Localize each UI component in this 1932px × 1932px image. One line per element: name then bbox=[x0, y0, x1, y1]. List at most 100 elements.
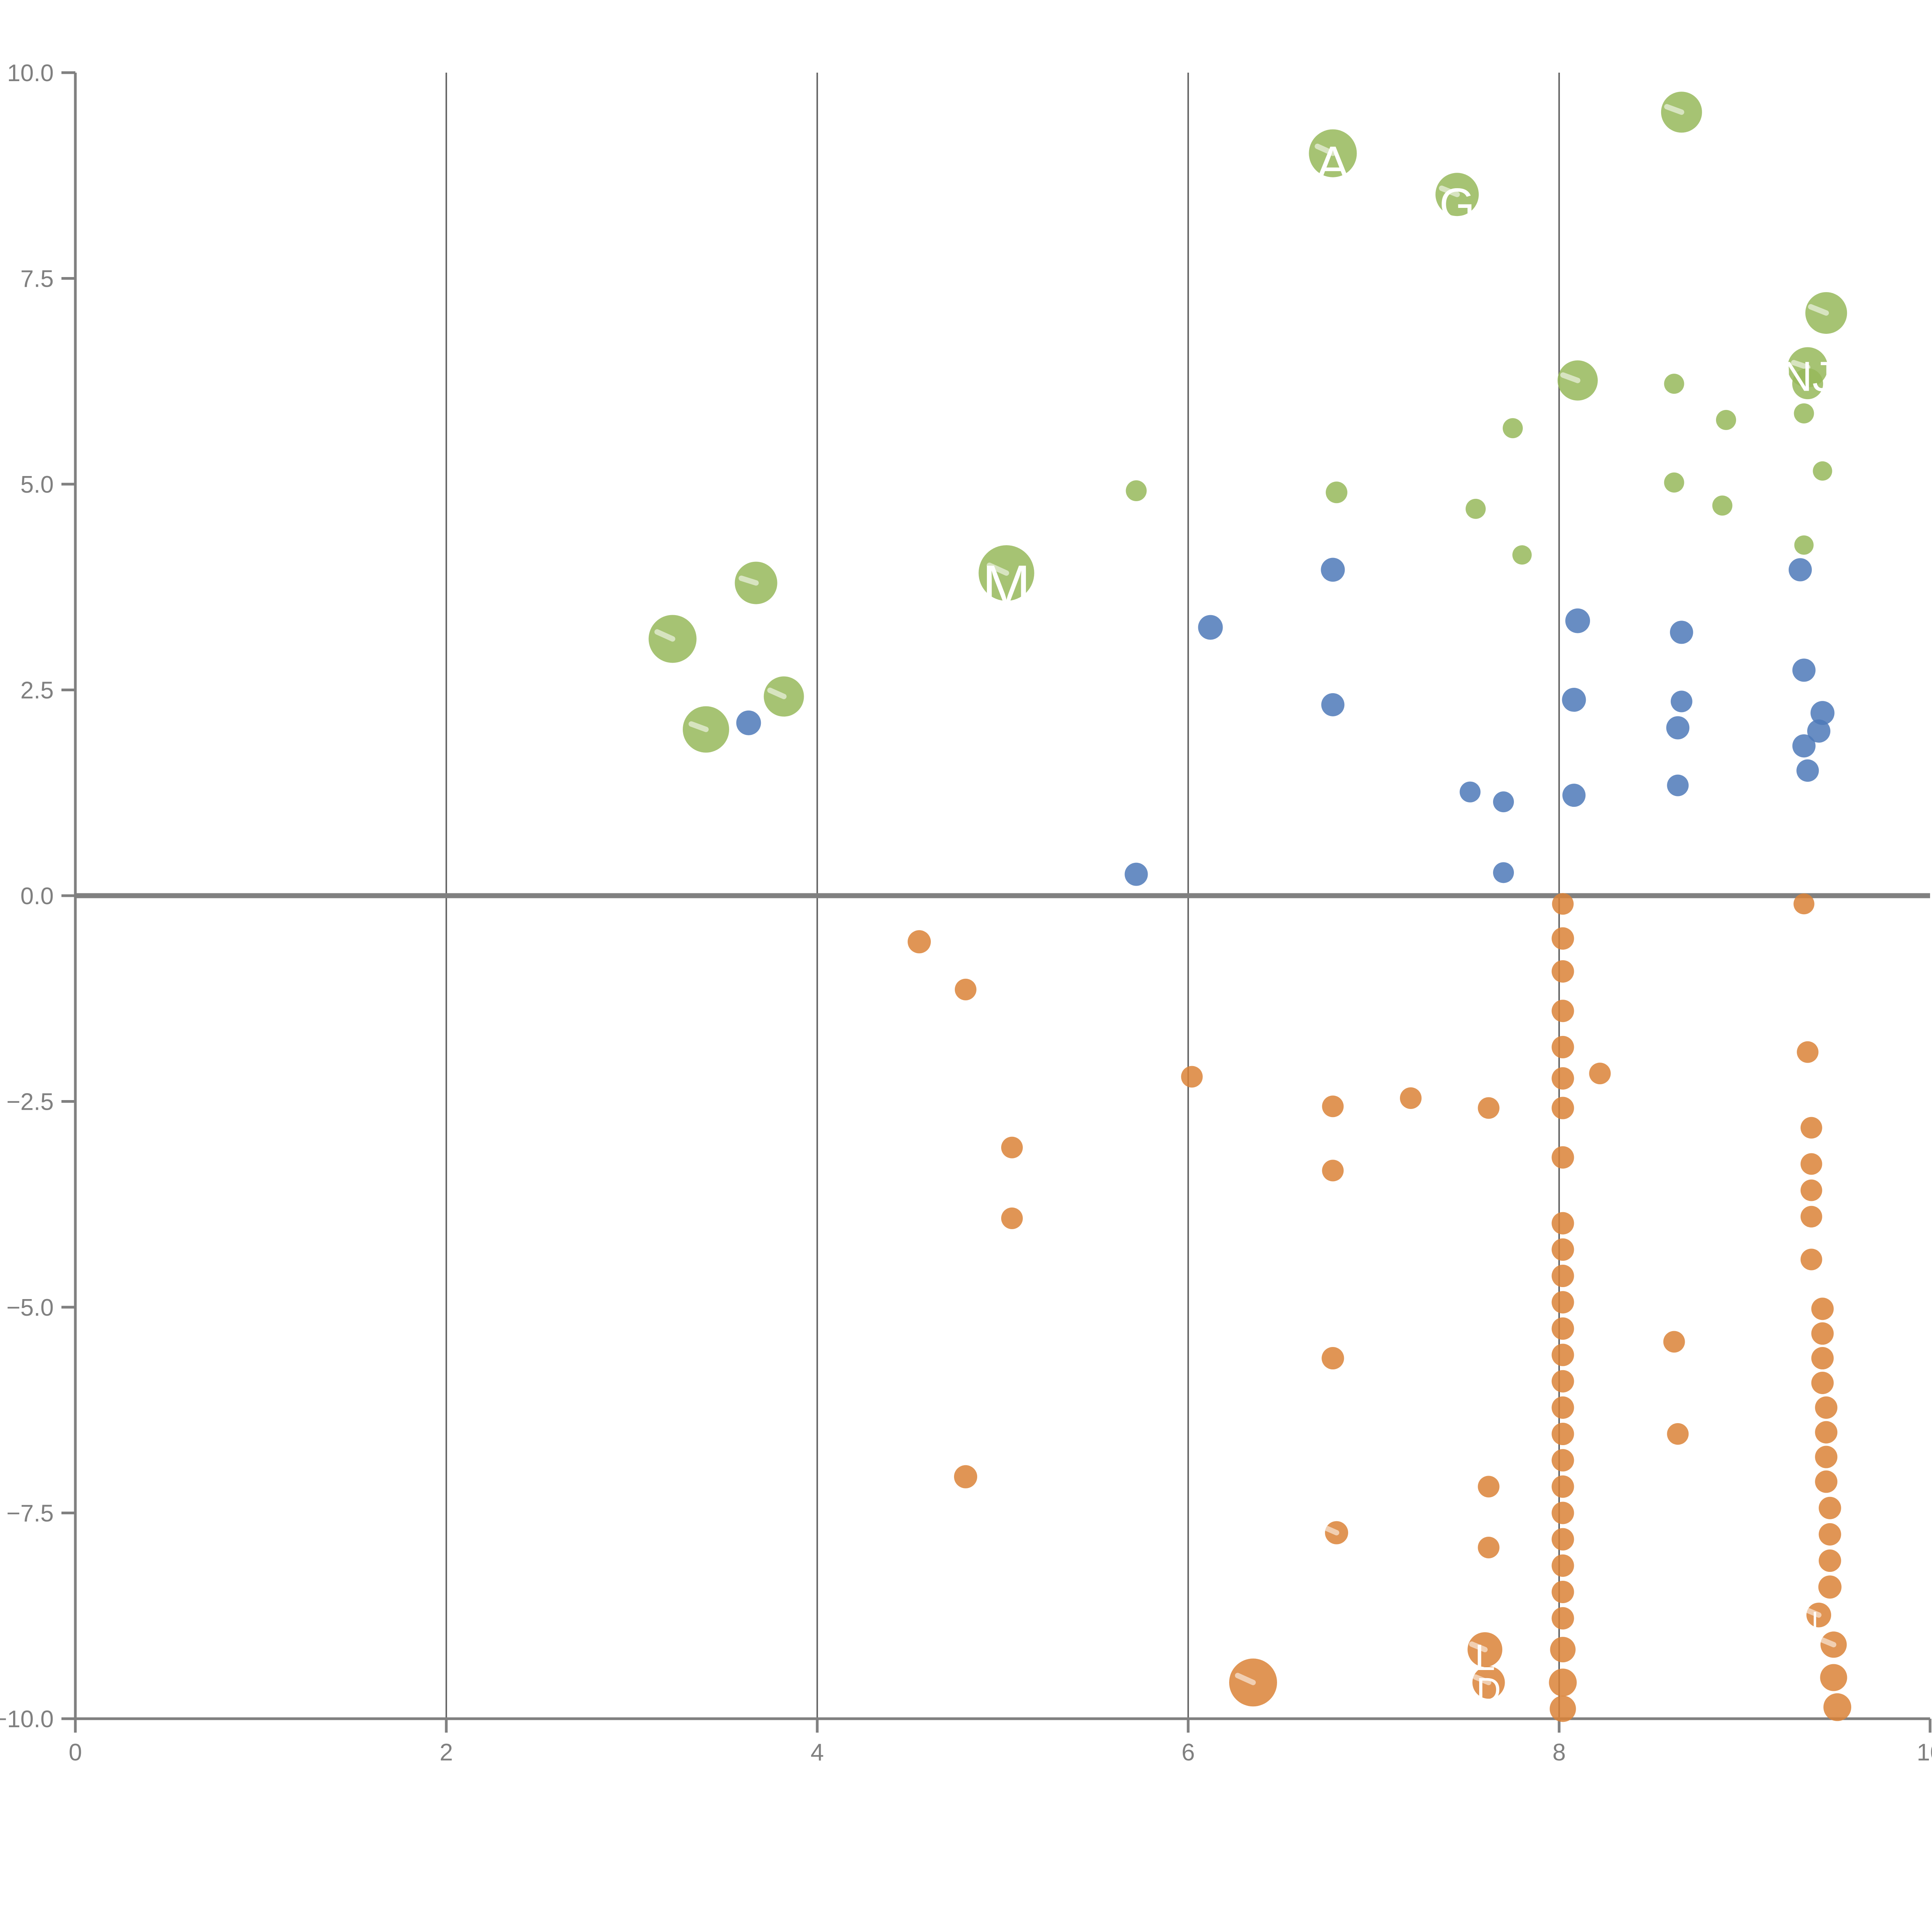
scatter-point[interactable] bbox=[1818, 1497, 1841, 1519]
scatter-point[interactable] bbox=[1321, 1347, 1344, 1370]
scatter-point[interactable] bbox=[1322, 1095, 1344, 1117]
scatter-point[interactable] bbox=[1820, 1664, 1847, 1691]
scatter-point[interactable] bbox=[1664, 374, 1684, 394]
scatter-point[interactable] bbox=[1551, 1238, 1574, 1261]
scatter-point[interactable] bbox=[1551, 927, 1574, 950]
scatter-point[interactable] bbox=[1549, 1696, 1576, 1722]
scatter-point[interactable] bbox=[1666, 716, 1690, 740]
scatter-point[interactable] bbox=[955, 978, 976, 1000]
scatter-point[interactable] bbox=[1667, 1423, 1689, 1445]
series-blue-points[interactable] bbox=[736, 558, 1835, 886]
series-green-points[interactable]: M A G NJ bbox=[648, 92, 1847, 753]
scatter-point[interactable] bbox=[1792, 368, 1823, 400]
scatter-point[interactable] bbox=[1794, 535, 1814, 555]
scatter-point[interactable] bbox=[1811, 1347, 1834, 1370]
scatter-point[interactable] bbox=[1664, 472, 1684, 493]
scatter-point[interactable] bbox=[1001, 1136, 1023, 1158]
scatter-point[interactable] bbox=[1551, 960, 1574, 983]
scatter-point[interactable] bbox=[1670, 690, 1692, 713]
scatter-point[interactable] bbox=[1551, 1146, 1574, 1169]
scatter-point[interactable] bbox=[1493, 862, 1514, 883]
scatter-point[interactable] bbox=[1789, 558, 1812, 582]
scatter-point[interactable] bbox=[1459, 781, 1481, 803]
scatter-point[interactable] bbox=[1800, 1206, 1822, 1228]
scatter-point[interactable] bbox=[1589, 1063, 1611, 1085]
scatter-point[interactable] bbox=[1551, 1000, 1574, 1022]
scatter-point[interactable] bbox=[1813, 461, 1832, 481]
scatter-point[interactable] bbox=[1326, 481, 1347, 503]
scatter-point[interactable] bbox=[1663, 1331, 1685, 1353]
scatter-point[interactable] bbox=[1551, 1344, 1574, 1366]
scatter-point[interactable] bbox=[1549, 1668, 1577, 1697]
scatter-point[interactable] bbox=[1823, 1693, 1851, 1721]
scatter-point[interactable] bbox=[1551, 1554, 1574, 1577]
scatter-point[interactable] bbox=[1493, 791, 1514, 813]
scatter-point[interactable] bbox=[1478, 1536, 1500, 1558]
scatter-point[interactable] bbox=[1551, 1036, 1574, 1058]
scatter-point[interactable] bbox=[1562, 688, 1586, 712]
scatter-point[interactable] bbox=[1716, 410, 1736, 430]
scatter-point[interactable] bbox=[1551, 1212, 1574, 1235]
scatter-point[interactable] bbox=[1550, 1637, 1576, 1663]
scatter-point[interactable] bbox=[1811, 1298, 1834, 1320]
scatter-point[interactable] bbox=[1796, 759, 1819, 782]
scatter-point[interactable] bbox=[1124, 862, 1148, 886]
scatter-point[interactable] bbox=[1794, 403, 1814, 423]
scatter-point[interactable] bbox=[908, 930, 931, 954]
scatter-point[interactable] bbox=[1712, 495, 1733, 516]
scatter-point[interactable] bbox=[1800, 1153, 1822, 1175]
scatter-point[interactable] bbox=[1478, 1097, 1500, 1119]
scatter-point[interactable] bbox=[1800, 1179, 1822, 1201]
scatter-point[interactable] bbox=[1198, 615, 1223, 640]
scatter-point[interactable] bbox=[1792, 658, 1816, 682]
scatter-point[interactable] bbox=[1667, 774, 1689, 796]
scatter-point[interactable] bbox=[1551, 1475, 1574, 1498]
scatter-point[interactable] bbox=[1552, 893, 1574, 915]
scatter-point[interactable] bbox=[1811, 1322, 1834, 1345]
scatter-point[interactable] bbox=[1551, 1528, 1574, 1551]
scatter-point[interactable] bbox=[1181, 1066, 1203, 1088]
scatter-point[interactable] bbox=[1551, 1607, 1574, 1630]
scatter-point[interactable] bbox=[1562, 784, 1586, 807]
scatter-point[interactable] bbox=[1810, 701, 1835, 725]
scatter-point[interactable] bbox=[1800, 1117, 1822, 1139]
scatter-point[interactable] bbox=[1551, 1580, 1574, 1603]
scatter-point[interactable] bbox=[1797, 1041, 1819, 1063]
scatter-point[interactable] bbox=[1466, 498, 1486, 519]
scatter-point[interactable] bbox=[954, 1465, 977, 1488]
scatter-point[interactable] bbox=[1126, 480, 1147, 502]
scatter-point[interactable] bbox=[1512, 545, 1532, 565]
scatter-point[interactable] bbox=[1793, 893, 1815, 915]
scatter-point[interactable] bbox=[1815, 1396, 1838, 1419]
scatter-point[interactable] bbox=[1815, 1421, 1838, 1444]
scatter-point[interactable] bbox=[1807, 719, 1830, 743]
scatter-point[interactable] bbox=[1400, 1087, 1422, 1109]
scatter-point[interactable] bbox=[1322, 1160, 1344, 1182]
scatter-point[interactable] bbox=[1001, 1207, 1023, 1229]
scatter-point[interactable] bbox=[1670, 621, 1693, 644]
scatter-point[interactable] bbox=[1551, 1067, 1574, 1090]
scatter-point[interactable] bbox=[1321, 558, 1345, 582]
series-orange-points[interactable]: LDL bbox=[908, 893, 1851, 1722]
scatter-point[interactable] bbox=[1811, 1371, 1834, 1394]
scatter-point[interactable] bbox=[1815, 1470, 1838, 1493]
scatter-point[interactable] bbox=[1551, 1317, 1574, 1340]
scatter-point[interactable] bbox=[1551, 1502, 1574, 1524]
scatter-point[interactable] bbox=[1818, 1549, 1841, 1572]
scatter-point[interactable] bbox=[1551, 1396, 1574, 1419]
scatter-point[interactable] bbox=[736, 710, 761, 735]
scatter-point[interactable] bbox=[1565, 608, 1590, 633]
scatter-point[interactable] bbox=[1321, 693, 1345, 716]
scatter-point[interactable] bbox=[1551, 1449, 1574, 1472]
scatter-point[interactable] bbox=[1478, 1476, 1500, 1498]
scatter-point[interactable] bbox=[1551, 1423, 1574, 1446]
scatter-point[interactable] bbox=[1792, 734, 1816, 758]
scatter-point[interactable] bbox=[1815, 1446, 1838, 1468]
scatter-point[interactable] bbox=[1551, 1097, 1574, 1119]
scatter-point[interactable] bbox=[1818, 1523, 1841, 1546]
scatter-point[interactable] bbox=[1818, 1575, 1842, 1599]
scatter-point[interactable] bbox=[1551, 1265, 1574, 1287]
scatter-point[interactable] bbox=[1800, 1248, 1822, 1270]
scatter-point[interactable] bbox=[1551, 1291, 1574, 1314]
